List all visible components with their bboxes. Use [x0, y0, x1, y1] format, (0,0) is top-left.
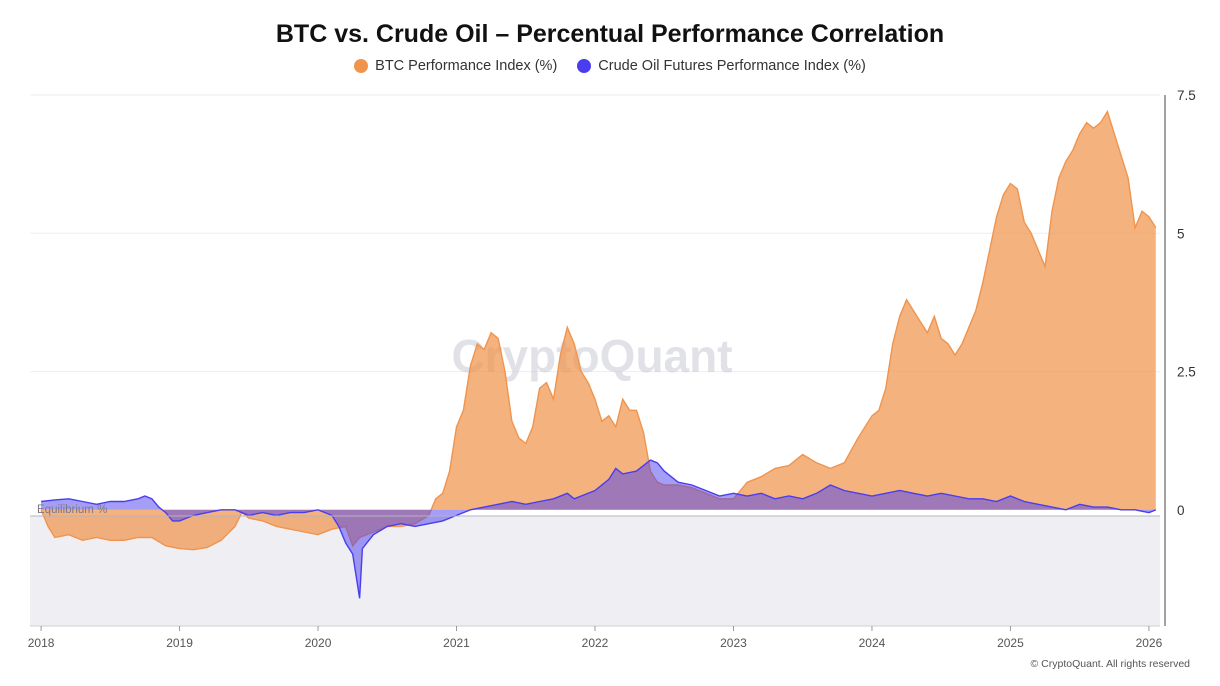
x-tick-label: 2020	[305, 636, 332, 650]
y-axis-ticks: 0 2.5 5 7.5	[1177, 88, 1196, 518]
x-tick-label: 2022	[582, 636, 609, 650]
series-layer	[40, 109, 1157, 599]
y-tick-label: 2.5	[1177, 365, 1196, 380]
x-tick-label: 2024	[859, 636, 886, 650]
series-line-oil[interactable]	[41, 459, 1157, 599]
series-line-btc[interactable]	[40, 109, 1157, 551]
legend-item-oil[interactable]: Crude Oil Futures Performance Index (%)	[577, 58, 866, 74]
chart-title: BTC vs. Crude Oil – Percentual Performan…	[275, 20, 945, 48]
x-tick-label: 2018	[28, 636, 55, 650]
y-tick-label: 5	[1177, 226, 1185, 241]
x-tick-label: 2025	[997, 636, 1024, 650]
legend-label-btc: BTC Performance Index (%)	[375, 58, 558, 74]
y-tick-label: 0	[1177, 503, 1185, 518]
equilibrium-label: Equilibrium %	[37, 504, 107, 516]
x-tick-label: 2026	[1136, 636, 1163, 650]
legend-item-btc[interactable]: BTC Performance Index (%)	[354, 58, 557, 74]
legend-swatch-btc	[354, 59, 369, 73]
x-tick-label: 2023	[720, 636, 747, 650]
legend-swatch-oil	[577, 59, 592, 73]
x-tick-label: 2019	[166, 636, 193, 650]
credit-text: © CryptoQuant. All rights reserved	[1030, 658, 1190, 670]
series-area-btc	[41, 111, 1156, 550]
legend: BTC Performance Index (%) Crude Oil Futu…	[0, 58, 1220, 74]
x-tick-label: 2021	[443, 636, 470, 650]
x-axis-ticks: 2018 2019 2020 2021 2022 2023 2024 2025 2026	[28, 626, 1163, 650]
y-tick-label: 7.5	[1177, 88, 1196, 103]
legend-label-oil: Crude Oil Futures Performance Index (%)	[598, 58, 866, 74]
